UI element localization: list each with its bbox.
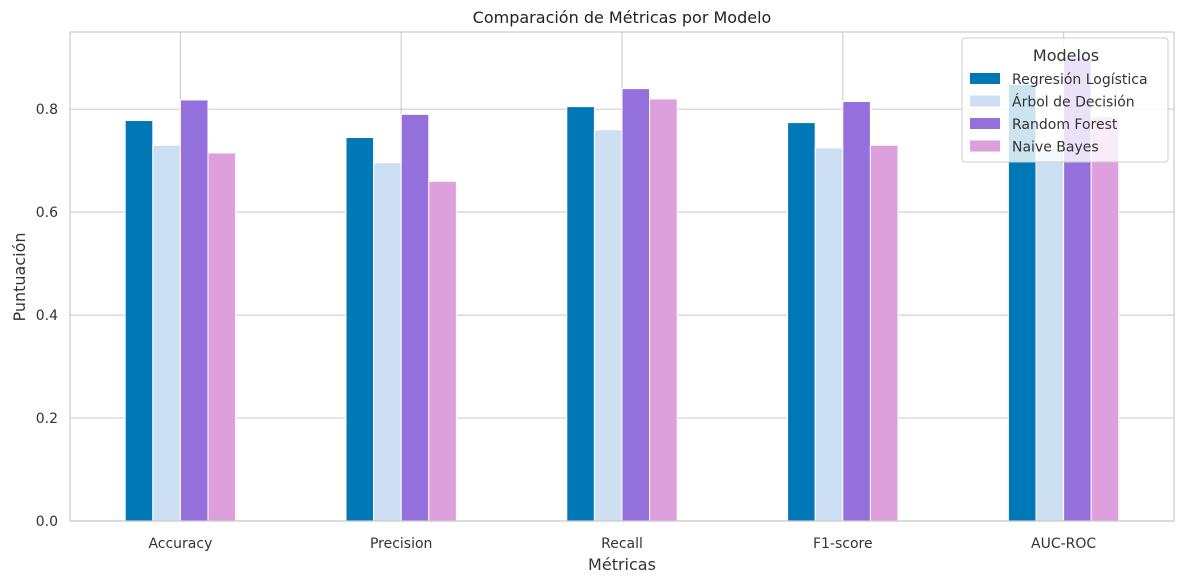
x-tick-label: Precision (370, 536, 432, 552)
bar (621, 88, 651, 522)
x-tick-label: F1-score (813, 536, 873, 552)
bar (179, 99, 209, 522)
bar (649, 98, 678, 522)
bar (869, 144, 899, 522)
bar (814, 147, 844, 522)
legend-title: Modelos (1033, 46, 1099, 65)
legend: Modelos Regresión Logística Árbol de Deci… (961, 37, 1169, 163)
bar (124, 120, 154, 522)
legend-label: Naive Bayes (1012, 140, 1099, 156)
bar (1090, 116, 1120, 522)
legend-box (961, 37, 1169, 163)
legend-label: Árbol de Decisión (1012, 94, 1135, 111)
bar (787, 122, 816, 522)
x-tick-label: AUC-ROC (1031, 536, 1096, 552)
x-axis-label: Métricas (588, 555, 656, 574)
y-axis-label: Puntuación (10, 232, 29, 321)
bar (842, 100, 871, 522)
legend-label: Regresión Logística (1012, 72, 1148, 88)
bar (152, 144, 181, 522)
y-tick-label: 0.0 (36, 514, 58, 530)
bar (207, 152, 237, 522)
y-axis-ticks: 0.0 0.2 0.4 0.6 0.8 (36, 102, 58, 530)
bar (1035, 147, 1065, 522)
bar (428, 180, 457, 522)
legend-label: Random Forest (1012, 117, 1118, 133)
bar (373, 162, 402, 522)
legend-swatch (970, 140, 1000, 152)
y-tick-label: 0.2 (36, 411, 58, 427)
x-tick-label: Accuracy (148, 536, 212, 552)
x-tick-label: Recall (601, 536, 643, 552)
bar (400, 113, 430, 522)
x-axis-ticks: Accuracy Precision Recall F1-score AUC-ROC (148, 536, 1096, 552)
legend-swatch (970, 118, 1000, 129)
bar (566, 106, 595, 522)
legend-swatch (970, 73, 1000, 84)
legend-swatch (970, 95, 1000, 107)
chart-title: Comparación de Métricas por Modelo (473, 8, 772, 27)
y-tick-label: 0.8 (36, 102, 58, 118)
bar (593, 129, 623, 522)
bar (345, 137, 375, 522)
y-tick-label: 0.4 (36, 308, 58, 324)
y-tick-label: 0.6 (36, 205, 58, 221)
plot-frame (69, 31, 1175, 522)
